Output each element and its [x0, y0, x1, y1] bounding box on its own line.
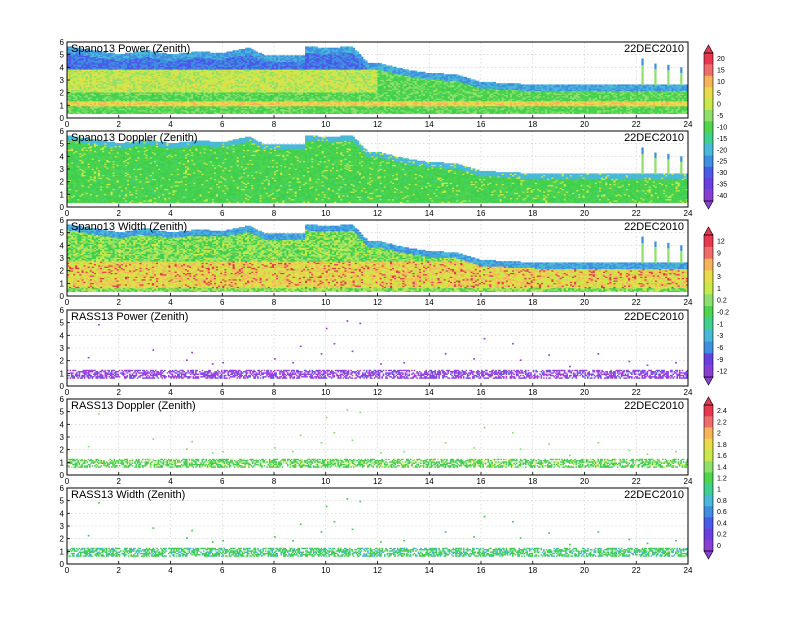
- data-marks: [67, 46, 690, 114]
